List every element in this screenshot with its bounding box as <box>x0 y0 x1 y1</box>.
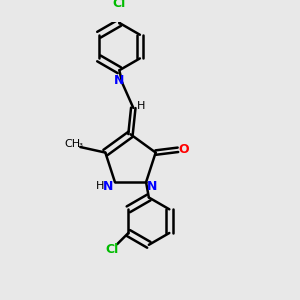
Text: ₃: ₃ <box>79 139 83 149</box>
Text: H: H <box>96 181 105 190</box>
Text: N: N <box>147 180 158 193</box>
Text: Cl: Cl <box>113 0 126 10</box>
Text: O: O <box>179 143 189 156</box>
Text: H: H <box>137 101 145 112</box>
Text: N: N <box>103 180 113 193</box>
Text: CH: CH <box>64 139 80 149</box>
Text: N: N <box>114 74 124 87</box>
Text: Cl: Cl <box>106 243 119 256</box>
